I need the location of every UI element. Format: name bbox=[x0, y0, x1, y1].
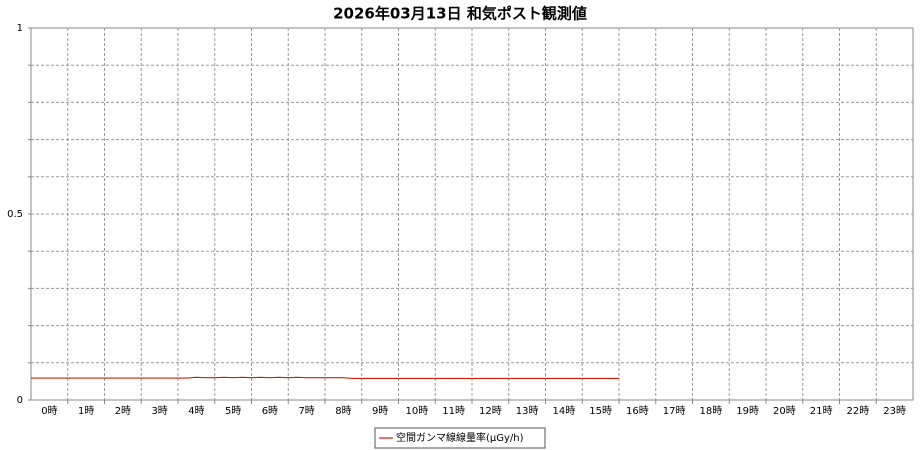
x-tick-label: 9時 bbox=[372, 405, 388, 417]
data-line bbox=[31, 376, 619, 380]
x-tick-label: 17時 bbox=[663, 405, 686, 417]
x-tick-label: 1時 bbox=[78, 405, 94, 417]
x-tick-label: 6時 bbox=[262, 405, 278, 417]
x-tick-label: 12時 bbox=[479, 405, 502, 417]
x-tick-label: 11時 bbox=[442, 405, 465, 417]
x-tick-label: 10時 bbox=[406, 405, 429, 417]
x-tick-label: 21時 bbox=[810, 405, 833, 417]
x-tick-label: 14時 bbox=[553, 405, 576, 417]
x-tick-label: 19時 bbox=[736, 405, 759, 417]
x-tick-label: 18時 bbox=[700, 405, 723, 417]
legend-box bbox=[374, 427, 546, 449]
x-tick-label: 0時 bbox=[41, 405, 57, 417]
x-tick-label: 7時 bbox=[298, 405, 314, 417]
x-tick-label: 22時 bbox=[847, 405, 870, 417]
x-tick-label: 23時 bbox=[883, 405, 906, 417]
y-tick-label: 0.5 bbox=[7, 209, 23, 220]
x-tick-label: 20時 bbox=[773, 405, 796, 417]
x-tick-label: 5時 bbox=[225, 405, 241, 417]
x-tick-label: 3時 bbox=[151, 405, 167, 417]
x-tick-label: 16時 bbox=[626, 405, 649, 417]
legend-label: 空間ガンマ線線量率(μGy/h) bbox=[396, 431, 524, 444]
x-tick-label: 4時 bbox=[188, 405, 204, 417]
x-tick-label: 8時 bbox=[335, 405, 351, 417]
chart-title: 2026年03月13日 和気ポスト観測値 bbox=[333, 5, 587, 23]
x-tick-label: 13時 bbox=[516, 405, 539, 417]
y-tick-label: 0 bbox=[17, 395, 23, 406]
y-tick-label: 1 bbox=[17, 23, 23, 34]
x-tick-label: 15時 bbox=[589, 405, 612, 417]
x-tick-label: 2時 bbox=[115, 405, 131, 417]
